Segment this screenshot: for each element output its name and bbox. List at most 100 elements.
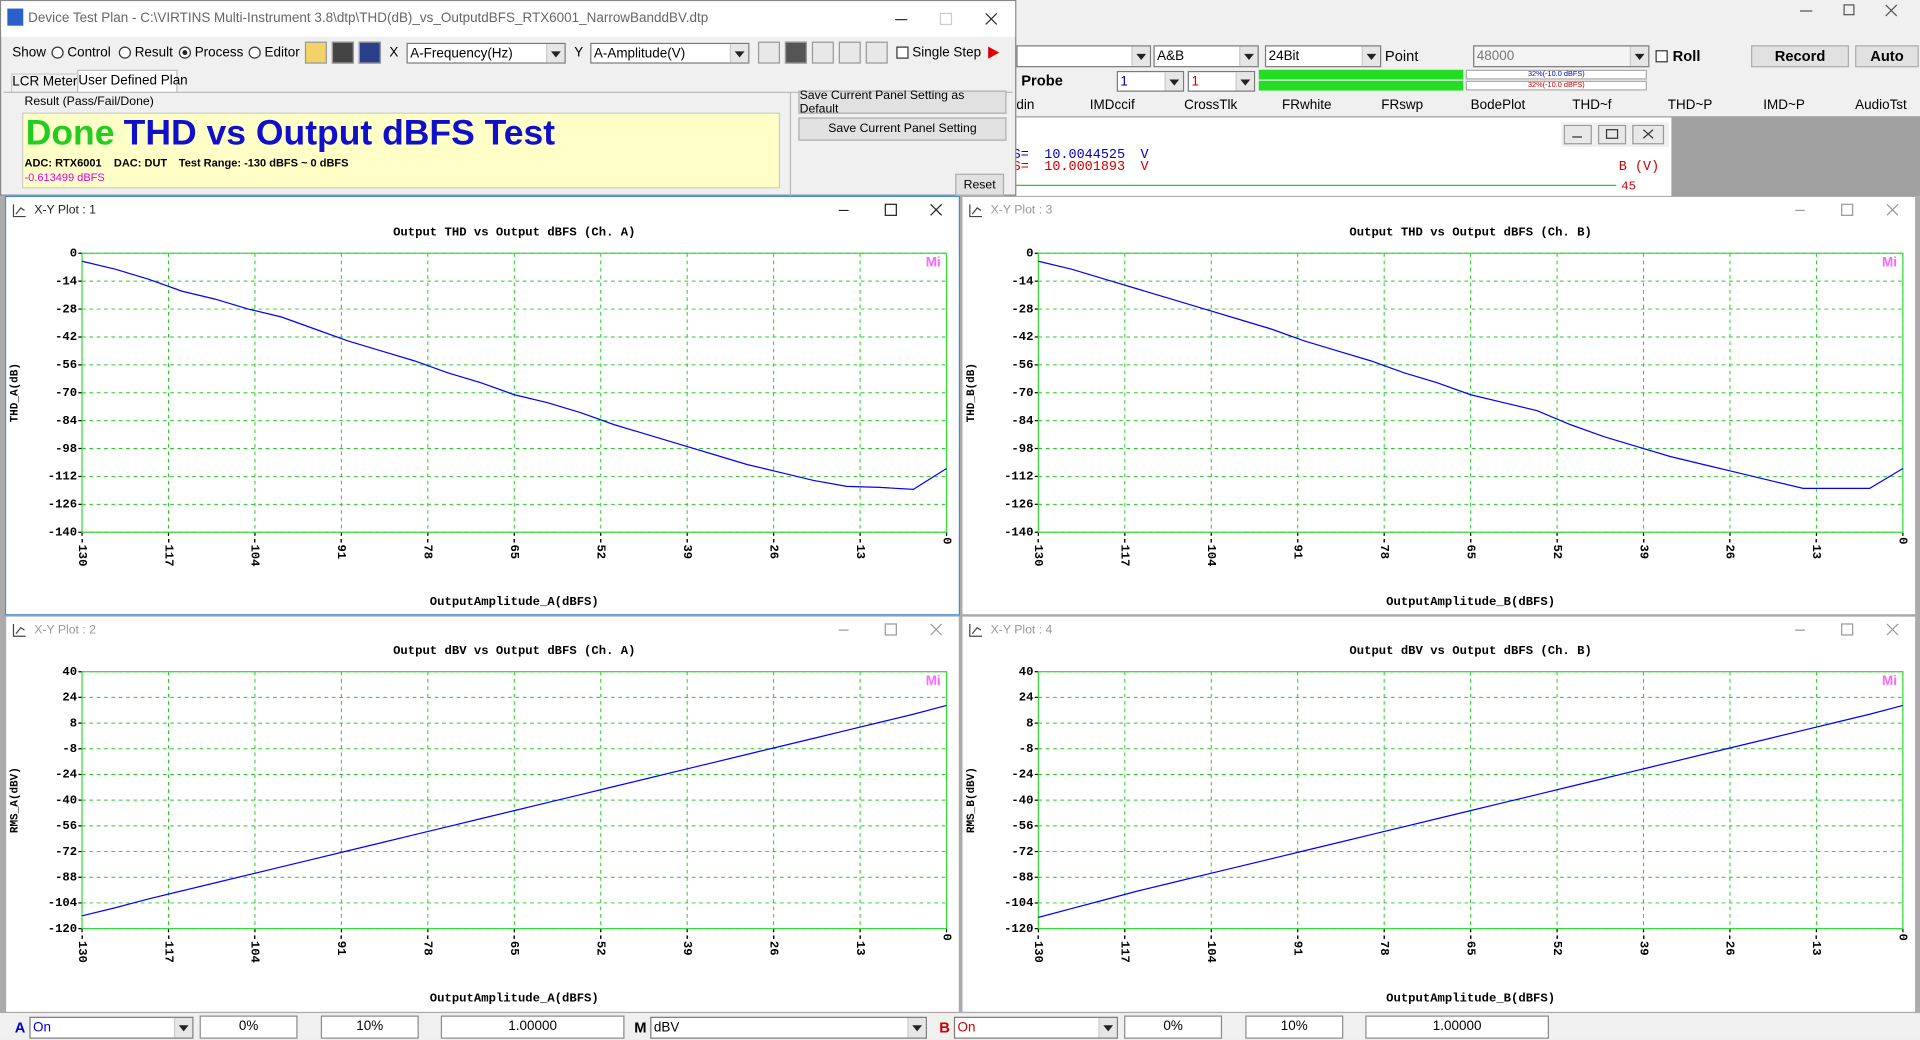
channel-a-select[interactable]: On: [29, 1016, 194, 1039]
x-tick-label: -78: [421, 934, 435, 956]
x-tick-label: -39: [680, 537, 694, 559]
badge: Mi: [1882, 255, 1897, 270]
analysis-tab[interactable]: FRwhite: [1282, 97, 1332, 113]
y-tick-label: -104: [1004, 896, 1033, 910]
probe-b-select[interactable]: 1: [1187, 70, 1256, 92]
roll-checkbox[interactable]: [1655, 50, 1668, 63]
table-button[interactable]: [784, 41, 807, 64]
tab[interactable]: LCR Meter: [11, 73, 79, 93]
x-tick-label: -130: [1031, 537, 1045, 566]
x-tick-label: -91: [334, 537, 348, 559]
close-icon[interactable]: [1885, 4, 1898, 17]
window-title: Device Test Plan - C:\VIRTINS Multi-Inst…: [28, 11, 709, 26]
chart-title: Output THD vs Output dBFS (Ch. B): [1349, 226, 1591, 240]
point-select[interactable]: 48000: [1473, 45, 1650, 68]
auto-button[interactable]: Auto: [1855, 45, 1919, 68]
channel-b-select[interactable]: On: [953, 1016, 1118, 1039]
x-select[interactable]: A-Frequency(Hz): [406, 42, 566, 64]
radio[interactable]: [178, 46, 192, 59]
dac-info: DAC: DUT: [113, 156, 168, 169]
badge: Mi: [926, 673, 941, 688]
window-icon: [12, 623, 26, 637]
step-b[interactable]: 10%: [1245, 1015, 1344, 1039]
minimize-button[interactable]: [1563, 124, 1592, 145]
y-tick-label: -120: [48, 922, 77, 936]
probe-a-select[interactable]: 1: [1116, 70, 1185, 92]
y-tick-label: -42: [1011, 330, 1033, 344]
radio-label: Process: [194, 45, 244, 60]
maximize-button[interactable]: [1597, 124, 1627, 145]
x-tick-label: -39: [1636, 934, 1650, 956]
y-axis-label: THD_A(dB): [10, 363, 22, 422]
restore-icon[interactable]: [1843, 4, 1855, 16]
close-icon[interactable]: [985, 13, 998, 25]
channel-mode-select[interactable]: A&B: [1153, 45, 1259, 68]
analysis-tab[interactable]: FRswp: [1381, 97, 1424, 113]
step-a[interactable]: 10%: [320, 1015, 419, 1039]
analysis-tab[interactable]: IMDccif: [1089, 97, 1135, 113]
open-button[interactable]: [304, 41, 327, 64]
radio[interactable]: [248, 46, 261, 59]
y-tick-label: 0: [70, 247, 77, 261]
run-button[interactable]: [981, 42, 1005, 64]
save-as-button[interactable]: [358, 41, 381, 64]
y-select[interactable]: A-Amplitude(V): [590, 42, 750, 64]
y-tick-label: 40: [62, 665, 77, 679]
level-bar-a: [1258, 69, 1464, 80]
sound-button[interactable]: [838, 41, 861, 64]
analysis-tab[interactable]: IMD~P: [1763, 97, 1805, 113]
window-icon: [969, 204, 983, 218]
analysis-tab[interactable]: AudioTst: [1855, 97, 1907, 113]
radio[interactable]: [118, 46, 132, 59]
tab-active[interactable]: User Defined Plan: [77, 69, 188, 93]
status: Done: [25, 113, 115, 153]
y-tick-label: -72: [55, 845, 77, 859]
x-tick-label: -104: [1204, 934, 1218, 963]
y-tick-label: -84: [1011, 414, 1033, 428]
dropdown[interactable]: [1016, 45, 1152, 68]
analysis-tab[interactable]: CrossTlk: [1184, 97, 1238, 113]
plot-button[interactable]: [757, 41, 781, 64]
maximize-icon: [884, 203, 897, 216]
y-tick-label: -56: [55, 358, 77, 372]
offset-a[interactable]: 0%: [199, 1015, 298, 1039]
maximize-icon: [1841, 623, 1854, 636]
y-tick-label: -42: [55, 330, 77, 344]
gain-a[interactable]: 1.00000: [440, 1015, 625, 1039]
y-tick-label: -126: [1004, 498, 1033, 512]
analysis-tab[interactable]: THD~f: [1572, 97, 1612, 113]
analysis-tab[interactable]: din: [1016, 97, 1035, 113]
x-tick-label: -117: [1118, 934, 1132, 963]
unit-select[interactable]: dBV: [650, 1016, 927, 1039]
data-line: [81, 260, 947, 491]
x-tick-label: -52: [594, 934, 608, 956]
tool-button[interactable]: [811, 41, 834, 64]
probe-label: Probe: [1021, 72, 1063, 90]
pause-button[interactable]: [865, 41, 888, 64]
m-label: M: [634, 1019, 647, 1037]
bit-depth-select[interactable]: 24Bit: [1264, 45, 1382, 68]
titlebar: [1, 1, 1016, 37]
offset-b[interactable]: 0%: [1124, 1015, 1223, 1039]
analysis-tab[interactable]: BodePlot: [1470, 97, 1526, 113]
radio[interactable]: [51, 46, 64, 59]
readout-b-prefix: S=: [1012, 160, 1029, 175]
readout-b: S= 10.0001893 V: [1013, 160, 1149, 175]
reset-button[interactable]: Reset: [955, 173, 1005, 196]
gain-b[interactable]: 1.00000: [1365, 1015, 1549, 1039]
single-step-checkbox[interactable]: [896, 46, 909, 59]
analysis-tab[interactable]: THD~P: [1667, 97, 1713, 113]
readout-a-prefix: S=: [1012, 148, 1029, 163]
x-tick-label: -13: [1809, 934, 1823, 956]
y-tick-label: -40: [1011, 793, 1033, 807]
save-default-button[interactable]: Save Current Panel Setting as Default: [798, 89, 1007, 116]
save-button[interactable]: Save Current Panel Setting: [798, 117, 1007, 141]
y-tick-label: 8: [1026, 716, 1033, 730]
separator: [789, 91, 792, 196]
plot-frame: [1037, 671, 1904, 930]
badge: Mi: [926, 255, 941, 270]
save-button[interactable]: [331, 41, 354, 64]
x-axis-label: OutputAmplitude_B(dBFS): [1386, 595, 1555, 609]
mdi-background: [1671, 116, 1920, 196]
record-button[interactable]: Record: [1751, 45, 1849, 68]
